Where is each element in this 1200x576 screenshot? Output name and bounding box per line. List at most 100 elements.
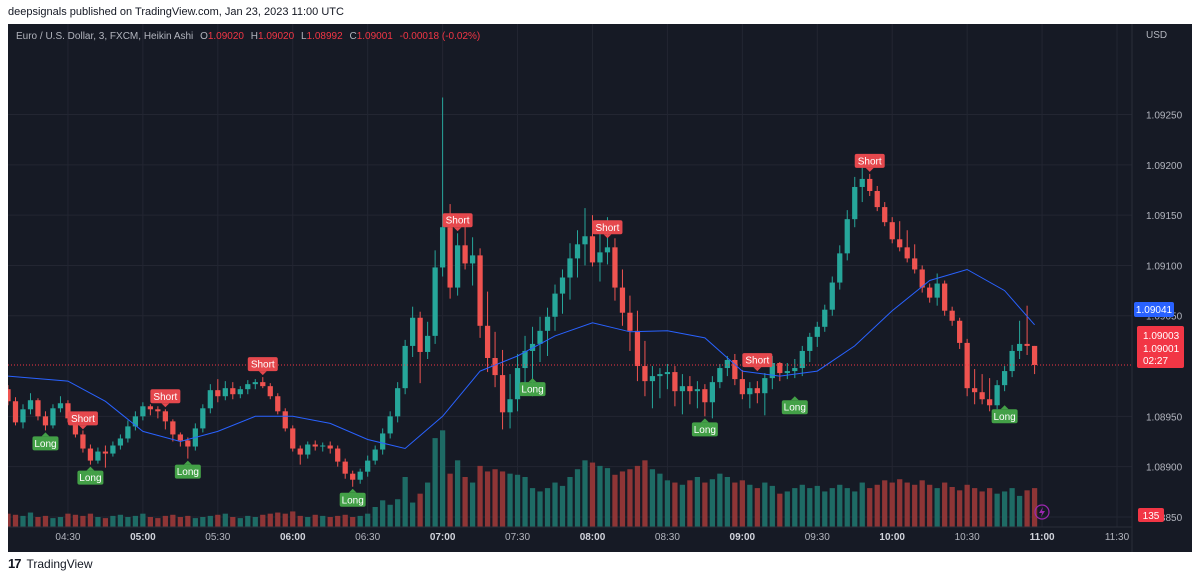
- candles: [5, 97, 1038, 487]
- long-signal-badge: [781, 400, 808, 415]
- volume-bar: [140, 513, 146, 527]
- candle-body: [162, 411, 168, 422]
- signal-label: Short: [858, 156, 882, 167]
- high-label: H: [251, 31, 258, 42]
- candle-body: [102, 451, 109, 454]
- signal-label: Long: [34, 439, 56, 450]
- candle-body: [380, 433, 386, 450]
- candle-body: [87, 448, 94, 461]
- volume-bar: [462, 477, 468, 527]
- price-tick-label: 1.09250: [1146, 111, 1183, 122]
- signal-pointer: [183, 460, 192, 465]
- price-tick-label: 1.08950: [1146, 412, 1183, 423]
- long-signal-badge: [174, 464, 201, 479]
- time-axis[interactable]: 04:30 05:00 05:30 06:00 06:30 07:00 07:30 08:00…: [55, 532, 1129, 543]
- candle-body: [312, 444, 318, 447]
- volume-bar: [410, 502, 416, 527]
- footer-bar: 17 TradingView: [0, 552, 1200, 576]
- candle-body: [582, 236, 588, 245]
- volume-bar: [919, 480, 925, 527]
- brand-name: TradingView: [26, 556, 93, 571]
- volume-bar: [859, 482, 865, 527]
- signal-label: Short: [251, 360, 275, 371]
- signal-pointer: [41, 432, 50, 437]
- candle-body: [762, 378, 768, 394]
- candle-body: [672, 372, 678, 392]
- volume-bar: [649, 469, 656, 527]
- candle-body: [282, 411, 288, 429]
- ma-price-tag: 1.09041: [1134, 302, 1174, 317]
- volume-bar: [507, 473, 513, 527]
- open-label: O: [200, 31, 208, 42]
- signal-label: Long: [177, 467, 199, 478]
- candle-body: [80, 434, 86, 449]
- time-tick-label: 09:30: [805, 532, 830, 543]
- candle-body: [499, 375, 506, 413]
- price-axis[interactable]: 1.09250 1.09200 1.09150 1.09100 1.09050 1.089…: [1146, 111, 1183, 524]
- candle-body: [12, 401, 19, 423]
- candle-body: [342, 461, 348, 474]
- candle-body: [687, 386, 693, 392]
- candle-body: [177, 434, 183, 441]
- tradingview-logo-icon: 17: [8, 556, 22, 571]
- candle-body: [837, 253, 843, 283]
- volume-bar: [537, 491, 543, 527]
- signal-pointer: [700, 418, 709, 423]
- candle-body: [882, 207, 888, 223]
- volume-bar: [732, 482, 738, 527]
- candle-body: [395, 388, 401, 417]
- candle-body: [1031, 345, 1038, 366]
- long-signal-badge: [32, 436, 59, 451]
- chart-panel[interactable]: Long Short Long Short Long Short Long Short Long…: [5, 24, 1192, 552]
- candle-body: [769, 363, 775, 379]
- signal-label: Long: [993, 412, 1015, 423]
- volume-bar: [529, 488, 536, 527]
- candle-body: [889, 222, 895, 240]
- signal-labels: Long Short Long Short Long Short Long Short Long…: [32, 153, 1018, 507]
- candle-body: [867, 178, 873, 191]
- short-signal-badge: [67, 411, 98, 426]
- volume-bar: [822, 491, 828, 527]
- volume-bar: [95, 517, 101, 527]
- candle-body: [417, 317, 423, 352]
- volume-bar: [177, 517, 183, 527]
- candle-body: [1001, 371, 1008, 386]
- signal-pointer: [1000, 405, 1009, 410]
- volume-bar: [807, 488, 813, 527]
- volume-bar: [20, 515, 26, 527]
- signal-pointer: [528, 378, 537, 383]
- volume-bar: [672, 482, 678, 527]
- volume-bar: [35, 517, 41, 527]
- candle-body: [260, 382, 266, 387]
- lightning-icon[interactable]: [1034, 504, 1050, 520]
- candle-body: [859, 178, 865, 187]
- volume-bar: [552, 482, 558, 527]
- legend: Euro / U.S. Dollar, 3, FXCM, Heikin Ashi…: [16, 31, 480, 42]
- tradingview-brand[interactable]: 17 TradingView: [8, 556, 93, 571]
- signal-pointer: [790, 396, 799, 401]
- candle-body: [694, 389, 701, 392]
- volume-bar: [147, 517, 153, 527]
- volume-bar: [927, 484, 933, 527]
- time-tick-label: 07:00: [430, 532, 456, 543]
- candle-body: [964, 342, 970, 389]
- volume-bar: [852, 491, 858, 527]
- candle-body: [357, 471, 363, 480]
- volume-bar: [50, 518, 56, 527]
- volume-bar: [874, 484, 880, 527]
- time-tick-label: 11:00: [1030, 532, 1055, 543]
- low-value: 1.08992: [307, 31, 344, 42]
- price-chart[interactable]: Long Short Long Short Long Short Long Short Long…: [5, 24, 1192, 552]
- volume-bar: [305, 517, 311, 527]
- candle-body: [814, 326, 820, 337]
- long-signal-badge: [77, 470, 104, 485]
- chart-background: [8, 24, 1192, 552]
- volume-bar: [784, 491, 790, 527]
- volume-bar: [724, 477, 730, 527]
- candle-body: [132, 416, 139, 427]
- candle-body: [559, 277, 566, 294]
- volume-bar: [417, 493, 423, 527]
- candle-body: [439, 227, 446, 268]
- candle-body: [777, 363, 783, 374]
- signal-pointer: [603, 234, 612, 239]
